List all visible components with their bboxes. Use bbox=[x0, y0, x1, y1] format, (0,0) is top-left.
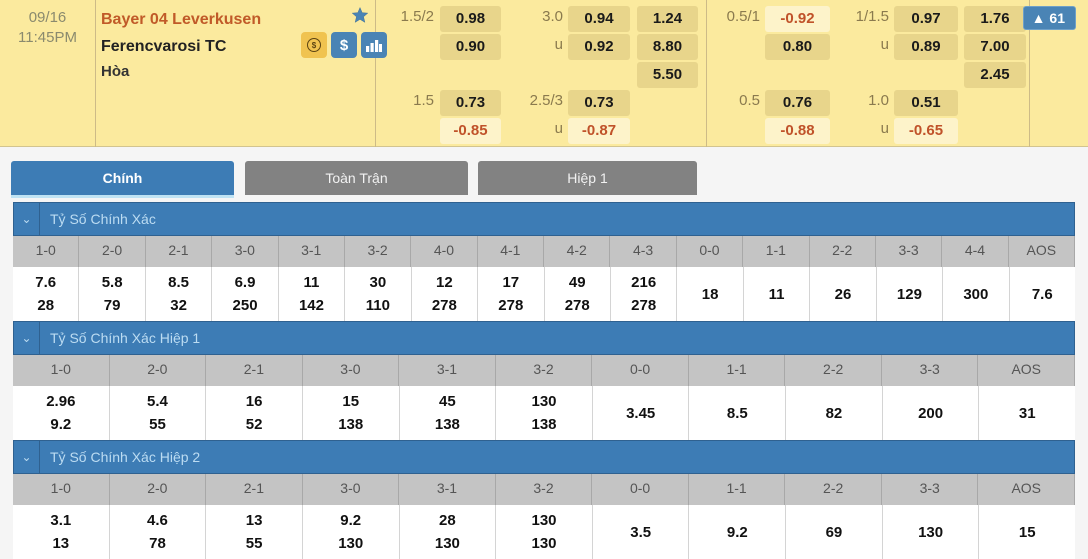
svg-text:$: $ bbox=[312, 41, 317, 50]
